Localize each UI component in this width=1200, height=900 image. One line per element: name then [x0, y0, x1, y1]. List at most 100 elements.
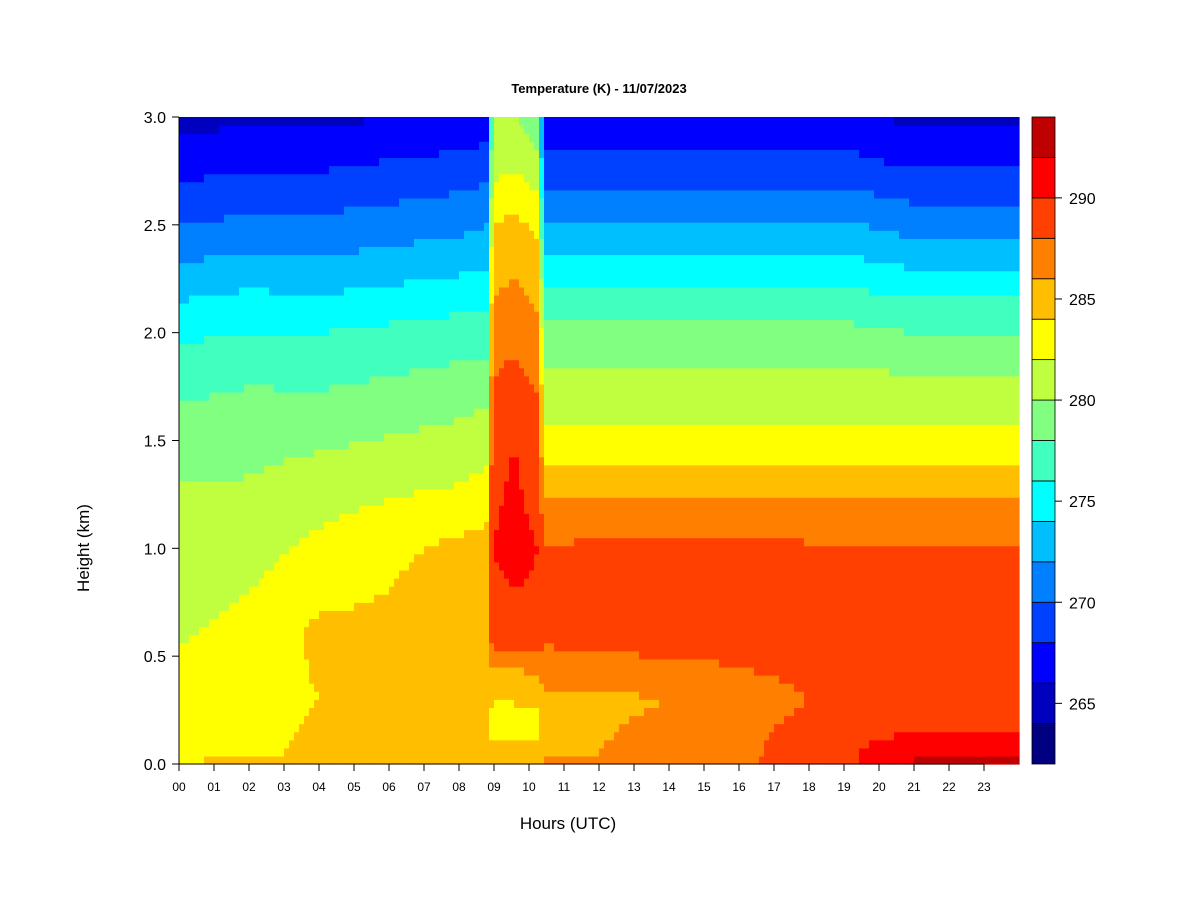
heatmap-cell — [844, 367, 850, 425]
heatmap-cell — [529, 117, 535, 142]
heatmap-cell — [369, 327, 375, 377]
heatmap-cell — [239, 594, 245, 757]
heatmap-cell — [449, 149, 455, 191]
heatmap-cell — [824, 286, 830, 320]
heatmap-cell — [604, 222, 610, 256]
heatmap-cell — [504, 359, 510, 482]
heatmap-cell — [379, 286, 385, 328]
heatmap-cell — [669, 464, 675, 498]
heatmap-cell — [629, 715, 635, 765]
heatmap-cell — [179, 133, 185, 183]
heatmap-cell — [744, 464, 750, 498]
heatmap-cell — [389, 205, 395, 247]
heatmap-cell — [944, 497, 950, 547]
heatmap-cell — [624, 117, 630, 150]
heatmap-cell — [419, 157, 425, 199]
heatmap-cell — [809, 117, 815, 150]
heatmap-cell — [664, 658, 670, 765]
heatmap-cell — [889, 739, 895, 765]
heatmap-cell — [799, 254, 805, 288]
heatmap-cell — [699, 464, 705, 498]
colorbar-swatch — [1031, 237, 1056, 280]
heatmap-cell — [614, 731, 620, 765]
heatmap-cell — [499, 505, 505, 571]
heatmap-cell — [664, 254, 670, 288]
heatmap-cell — [409, 432, 415, 498]
heatmap-cell — [694, 319, 700, 369]
heatmap-cell — [404, 157, 410, 199]
heatmap-cell — [374, 165, 380, 207]
heatmap-cell — [849, 319, 855, 369]
heatmap-cell — [669, 424, 675, 466]
heatmap-cell — [669, 254, 675, 288]
heatmap-cell — [459, 238, 465, 272]
heatmap-cell — [499, 739, 505, 765]
heatmap-cell — [254, 214, 260, 256]
heatmap-cell — [834, 189, 840, 223]
heatmap-cell — [249, 335, 255, 385]
heatmap-cell — [859, 157, 865, 191]
heatmap-cell — [354, 286, 360, 328]
heatmap-cell — [574, 254, 580, 288]
heatmap-cell — [524, 181, 530, 223]
heatmap-cell — [664, 189, 670, 223]
heatmap-cell — [954, 375, 960, 425]
heatmap-cell — [809, 189, 815, 223]
heatmap-cell — [324, 335, 330, 393]
heatmap-cell — [674, 464, 680, 498]
heatmap-cell — [259, 577, 265, 757]
heatmap-cell — [204, 294, 210, 336]
heatmap-cell — [854, 545, 860, 765]
heatmap-cell — [759, 497, 765, 539]
heatmap-cell — [609, 464, 615, 498]
heatmap-cell — [424, 238, 430, 280]
heatmap-cell — [864, 327, 870, 369]
heatmap-cell — [984, 497, 990, 547]
heatmap-cell — [424, 424, 430, 490]
heatmap-cell — [309, 335, 315, 393]
heatmap-cell — [414, 553, 420, 765]
heatmap-cell — [964, 270, 970, 296]
heatmap-cell — [884, 464, 890, 498]
heatmap-cell — [259, 214, 265, 256]
heatmap-cell — [329, 165, 335, 215]
heatmap-cell — [939, 205, 945, 239]
heatmap-cell — [339, 448, 345, 514]
heatmap-cell — [209, 335, 215, 393]
heatmap-cell — [259, 125, 265, 175]
heatmap-cell — [874, 497, 880, 547]
heatmap-cell — [924, 205, 930, 239]
heatmap-cell — [969, 497, 975, 547]
heatmap-cell — [914, 375, 920, 425]
heatmap-cell — [199, 222, 205, 264]
heatmap-cell — [769, 149, 775, 191]
heatmap-cell — [684, 286, 690, 320]
heatmap-cell — [849, 545, 855, 765]
heatmap-cell — [939, 238, 945, 272]
heatmap-cell — [324, 448, 330, 522]
heatmap-cell — [609, 497, 615, 539]
heatmap-cell — [689, 658, 695, 765]
heatmap-cell — [924, 497, 930, 547]
heatmap-cell — [304, 537, 310, 628]
heatmap-cell — [389, 246, 395, 288]
heatmap-cell — [994, 335, 1000, 377]
heatmap-cell — [549, 149, 555, 191]
heatmap-cell — [684, 189, 690, 223]
heatmap-cell — [654, 707, 660, 765]
heatmap-cell — [749, 537, 755, 668]
heatmap-cell — [534, 117, 540, 150]
heatmap-cell — [464, 189, 470, 231]
heatmap-cell — [999, 270, 1005, 296]
heatmap-cell — [764, 537, 770, 676]
heatmap-cell — [754, 675, 760, 765]
heatmap-cell — [379, 327, 385, 377]
heatmap-cell — [959, 497, 965, 547]
heatmap-cell — [289, 456, 295, 547]
heatmap-cell — [954, 755, 960, 765]
heatmap-cell — [424, 367, 430, 425]
heatmap-cell — [749, 424, 755, 466]
heatmap-cell — [884, 367, 890, 425]
heatmap-cell — [1009, 238, 1015, 272]
heatmap-cell — [839, 222, 845, 256]
